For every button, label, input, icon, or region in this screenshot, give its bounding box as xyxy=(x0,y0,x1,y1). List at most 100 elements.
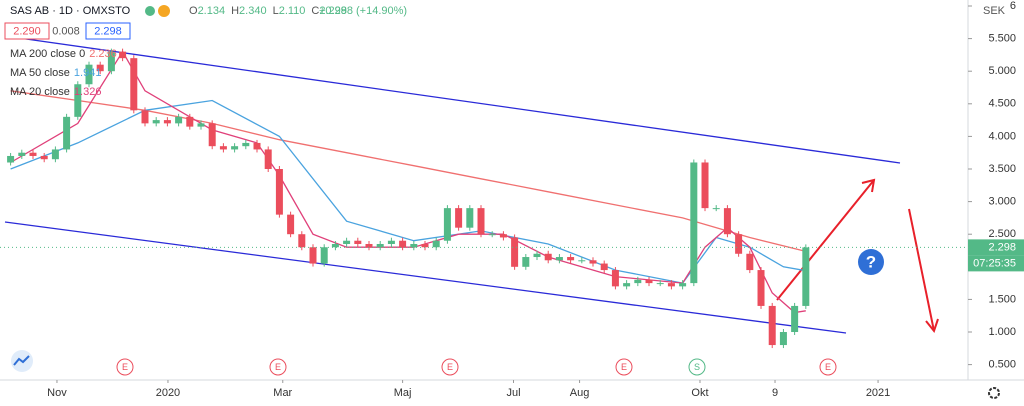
candle-body xyxy=(175,116,183,124)
candle-body xyxy=(309,247,317,264)
candle-body xyxy=(589,260,597,264)
candle-body xyxy=(186,116,194,127)
candle-body xyxy=(219,146,227,150)
ohlc-key: C xyxy=(311,5,319,17)
candle-body xyxy=(555,257,563,261)
countdown-tag xyxy=(968,255,1024,272)
ohlc-key: O xyxy=(189,5,198,17)
candle-body xyxy=(544,253,552,261)
candle-body xyxy=(567,257,575,261)
candle-body xyxy=(163,120,171,124)
x-tick-label: Maj xyxy=(394,387,412,399)
upper-channel xyxy=(4,35,901,164)
candle-body xyxy=(421,243,429,248)
question-icon: ? xyxy=(858,249,884,275)
x-tick-label: Jul xyxy=(506,387,520,399)
legend-name: MA 200 close 0 xyxy=(10,48,85,60)
candle-body xyxy=(712,208,720,210)
candle-body xyxy=(275,169,283,215)
y-tick-label: 6 xyxy=(1010,0,1016,12)
bid: 2.290 xyxy=(13,25,41,37)
candle-body xyxy=(141,110,149,124)
candle-body xyxy=(231,146,239,150)
candle-body xyxy=(443,208,451,241)
candle-body xyxy=(130,58,138,111)
legend-name: MA 50 close xyxy=(10,67,70,79)
event-marker xyxy=(116,358,134,376)
settings-icon[interactable] xyxy=(988,387,1000,399)
candle-body xyxy=(264,149,272,170)
event-label: E xyxy=(447,362,453,372)
currency: SEK xyxy=(983,5,1006,17)
down-arrow xyxy=(908,208,939,334)
candle-body xyxy=(197,123,205,127)
bid-box xyxy=(4,22,50,40)
change: +0.298 (+14.90%) xyxy=(319,5,407,17)
candle-body xyxy=(578,260,586,262)
candle-body xyxy=(119,51,127,59)
candle-body xyxy=(365,243,373,248)
candle-body xyxy=(600,263,608,271)
candle-body xyxy=(287,214,295,235)
x-tick-label: 9 xyxy=(772,387,778,399)
event-label: E xyxy=(122,362,128,372)
candle-body xyxy=(634,279,642,284)
ohlc-value: 2.134 xyxy=(198,5,226,17)
y-tick-label: 1.000 xyxy=(988,326,1016,338)
status-dot xyxy=(158,5,170,17)
x-tick-label: Aug xyxy=(570,387,590,399)
spread: 0.008 xyxy=(52,25,80,37)
candle-body xyxy=(466,208,474,228)
moving-average xyxy=(10,50,806,314)
event-marker xyxy=(615,358,633,376)
candle-body xyxy=(208,123,216,147)
status-dot xyxy=(145,6,155,16)
candle-body xyxy=(85,64,93,85)
candle-body xyxy=(331,243,339,248)
event-label: E xyxy=(621,362,627,372)
candle-body xyxy=(455,208,463,228)
legend-boxes: 2.290 0.008 2.298 xyxy=(4,22,131,40)
candle-body xyxy=(343,240,351,244)
candle-body xyxy=(107,51,115,72)
y-tick-label: 4.500 xyxy=(988,98,1016,110)
legend-value: 1.326 xyxy=(74,86,102,98)
candle-body xyxy=(477,208,485,235)
candle-body xyxy=(511,237,519,267)
ask-box xyxy=(85,22,131,40)
last-price-label: 2.298 xyxy=(988,241,1016,253)
candle-body xyxy=(690,162,698,284)
y-tick-label: 2.500 xyxy=(988,228,1016,240)
y-tick-label: 5.000 xyxy=(988,65,1016,77)
y-tick-label: 3.000 xyxy=(988,196,1016,208)
symbol: SAS AB · 1D · OMXSTO xyxy=(10,5,131,17)
y-tick-label: 3.500 xyxy=(988,163,1016,175)
candle-body xyxy=(152,120,160,124)
candle-body xyxy=(51,149,59,160)
candle-body xyxy=(96,64,104,72)
ask: 2.298 xyxy=(94,25,122,37)
x-tick-label: Mar xyxy=(273,387,292,399)
ohlc-key: L xyxy=(273,5,279,17)
candle-body xyxy=(791,305,799,333)
legend-value: 1.941 xyxy=(74,67,102,79)
countdown: 07:25:35 xyxy=(973,257,1016,269)
last-price-tag xyxy=(968,239,1024,256)
event-label: E xyxy=(275,362,281,372)
candle-body xyxy=(376,243,384,248)
ohlc-value: 2.340 xyxy=(239,5,267,17)
candle-body xyxy=(298,234,306,248)
candle-body xyxy=(253,142,261,150)
candle-body xyxy=(735,234,743,254)
lower-channel xyxy=(4,221,847,334)
legend-name: MA 20 close xyxy=(10,86,70,98)
candle-body xyxy=(74,84,82,117)
candle-body xyxy=(779,332,787,346)
candle-body xyxy=(723,208,731,235)
candle-body xyxy=(533,253,541,258)
candle-body xyxy=(18,152,26,156)
event-label: E xyxy=(825,362,831,372)
x-tick-label: Okt xyxy=(691,387,708,399)
